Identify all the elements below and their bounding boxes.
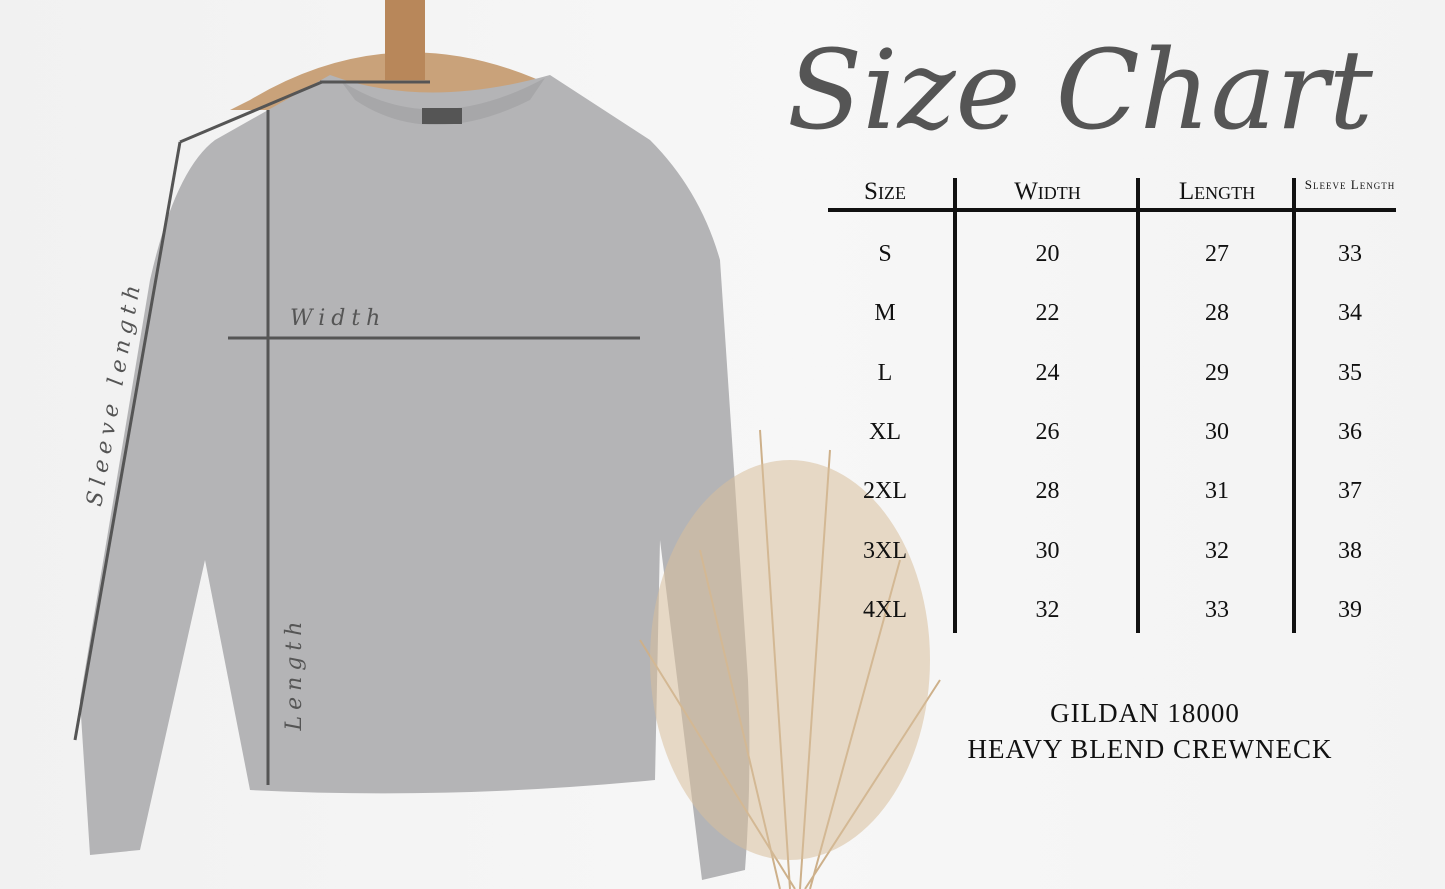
table-cell: S xyxy=(878,241,892,267)
table-cell: 2XL xyxy=(863,478,907,505)
table-cell: 28 xyxy=(1035,478,1060,505)
table-cell: M xyxy=(874,300,896,327)
header-size: Size xyxy=(864,178,906,205)
header-sleeve-length: Sleeve Length xyxy=(1304,177,1396,192)
table-cell: 27 xyxy=(1205,241,1229,267)
table-cell: 39 xyxy=(1338,596,1362,623)
length-label: Length xyxy=(282,615,307,731)
table-cell: 33 xyxy=(1205,596,1229,623)
table-cell: 32 xyxy=(1035,596,1060,623)
header-length: Length xyxy=(1178,178,1256,205)
table-cell: 20 xyxy=(1035,241,1060,267)
collar xyxy=(340,78,545,125)
table-cell: 35 xyxy=(1338,359,1362,386)
header-divider xyxy=(828,208,1396,212)
dried-grass-decor xyxy=(639,429,941,889)
table-cell: 30 xyxy=(1205,418,1229,445)
table-cell: 30 xyxy=(1035,537,1060,564)
table-cell: 28 xyxy=(1205,300,1229,327)
product-name-line2: HEAVY BLEND CREWNECK xyxy=(967,734,1333,764)
product-name-line1: GILDAN 18000 xyxy=(1050,698,1240,728)
table-cell: 34 xyxy=(1338,300,1362,327)
column-divider xyxy=(1292,178,1296,633)
table-cell: 32 xyxy=(1205,537,1229,564)
table-cell: 29 xyxy=(1205,359,1229,386)
table-cell: 38 xyxy=(1338,537,1362,564)
table-cell: 3XL xyxy=(863,537,907,564)
table-cell: 22 xyxy=(1035,300,1060,327)
table-cell: XL xyxy=(869,418,901,445)
table-cell: 26 xyxy=(1035,418,1060,445)
page-title: Size Chart xyxy=(787,26,1373,154)
table-cell: 37 xyxy=(1338,478,1362,505)
table-cell: 36 xyxy=(1338,418,1362,445)
table-cell: 24 xyxy=(1035,359,1060,386)
header-width: Width xyxy=(1014,178,1081,205)
table-cell: 33 xyxy=(1338,241,1362,267)
table-cell: 4XL xyxy=(863,596,907,623)
table-cell: L xyxy=(877,359,893,386)
sweatshirt xyxy=(80,75,750,880)
column-divider xyxy=(1136,178,1140,633)
column-divider xyxy=(953,178,957,633)
measure-lines xyxy=(73,80,640,785)
width-label: Width xyxy=(290,306,387,331)
gildan-tag xyxy=(422,108,462,124)
table-cell: 31 xyxy=(1205,478,1229,505)
